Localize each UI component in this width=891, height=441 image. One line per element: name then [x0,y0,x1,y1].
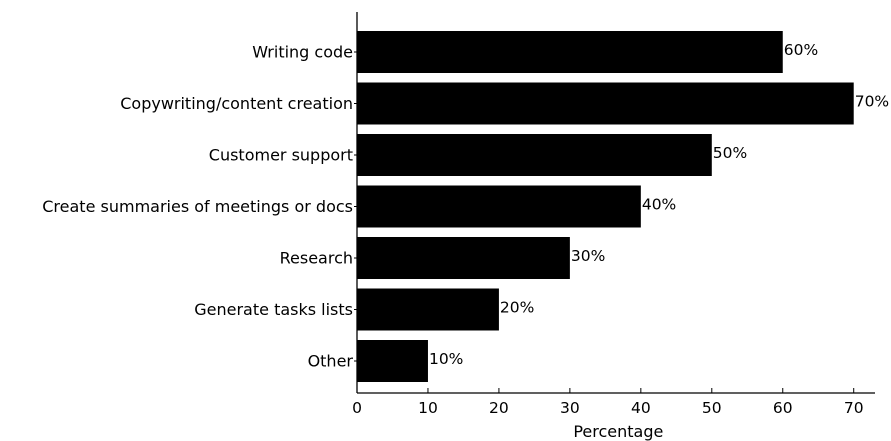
x-axis-ticks: 0 10 20 30 40 50 60 70 [352,51,864,417]
category-label: Other [308,352,354,371]
data-label: 30% [571,247,605,265]
x-tick-label: 0 [352,399,362,417]
x-tick-label: 30 [560,399,580,417]
x-tick-label: 70 [844,399,864,417]
bar [357,288,499,331]
x-axis-title: Percentage [573,422,663,441]
x-tick-label: 50 [702,399,722,417]
data-label: 10% [429,350,463,368]
bar [357,31,783,73]
x-tick-label: 10 [418,399,438,417]
category-label: Copywriting/content creation [120,94,353,113]
data-label: 40% [642,196,676,214]
data-label: 20% [500,299,534,317]
data-label: 60% [784,41,818,59]
category-label: Research [280,249,353,268]
bars-layer [357,31,854,382]
bar [357,237,570,279]
category-label: Create summaries of meetings or docs [42,197,353,216]
category-label: Generate tasks lists [194,300,353,319]
bar [357,82,854,125]
labels-layer: Writing code 60% Copywriting/content creat… [42,41,889,371]
bar [357,340,428,382]
bar [357,185,641,228]
category-label: Customer support [209,146,353,165]
category-label: Writing code [252,43,353,62]
x-tick-label: 20 [489,399,509,417]
data-label: 50% [713,144,747,162]
x-tick-label: 40 [631,399,651,417]
data-label: 70% [855,93,889,111]
x-tick-label: 60 [773,399,793,417]
bar [357,134,712,176]
